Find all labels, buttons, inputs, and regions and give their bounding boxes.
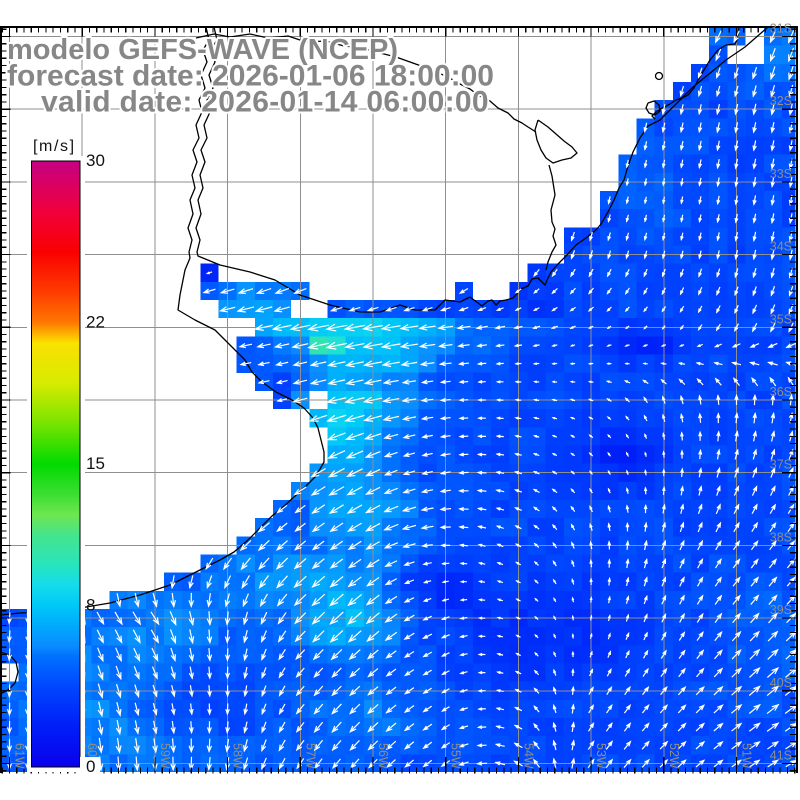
svg-text:52W: 52W — [667, 743, 681, 769]
svg-text:valid date: 2026-01-14 06:00:0: valid date: 2026-01-14 06:00:00 — [41, 86, 489, 119]
svg-text:35S: 35S — [770, 312, 792, 326]
svg-text:37S: 37S — [770, 458, 792, 472]
svg-text:39S: 39S — [770, 603, 792, 617]
svg-text:30: 30 — [86, 151, 105, 170]
svg-text:61W: 61W — [13, 743, 27, 769]
svg-text:forecast date: 2026-01-06 18:0: forecast date: 2026-01-06 18:00:00 — [7, 60, 494, 93]
svg-text:51W: 51W — [740, 743, 754, 769]
svg-text:33S: 33S — [770, 167, 792, 181]
svg-text:36S: 36S — [770, 385, 792, 399]
svg-text:22: 22 — [86, 313, 105, 332]
svg-text:54W: 54W — [521, 743, 535, 769]
svg-text:modelo GEFS-WAVE (NCEP): modelo GEFS-WAVE (NCEP) — [7, 34, 398, 66]
svg-text:32S: 32S — [770, 94, 792, 108]
svg-text:58W: 58W — [231, 743, 245, 769]
svg-text:31S: 31S — [770, 22, 792, 36]
svg-text:38S: 38S — [770, 530, 792, 544]
svg-text:55W: 55W — [449, 743, 463, 769]
svg-text:34S: 34S — [770, 240, 792, 254]
svg-text:53W: 53W — [594, 743, 608, 769]
svg-text:57W: 57W — [303, 743, 317, 769]
svg-text:0: 0 — [86, 757, 95, 776]
svg-text:[m/s]: [m/s] — [33, 138, 76, 155]
svg-text:15: 15 — [86, 454, 105, 473]
svg-text:8: 8 — [86, 595, 95, 614]
svg-text:59W: 59W — [158, 743, 172, 769]
svg-text:40S: 40S — [770, 676, 792, 690]
svg-text:41S: 41S — [770, 749, 792, 763]
svg-text:56W: 56W — [376, 743, 390, 769]
